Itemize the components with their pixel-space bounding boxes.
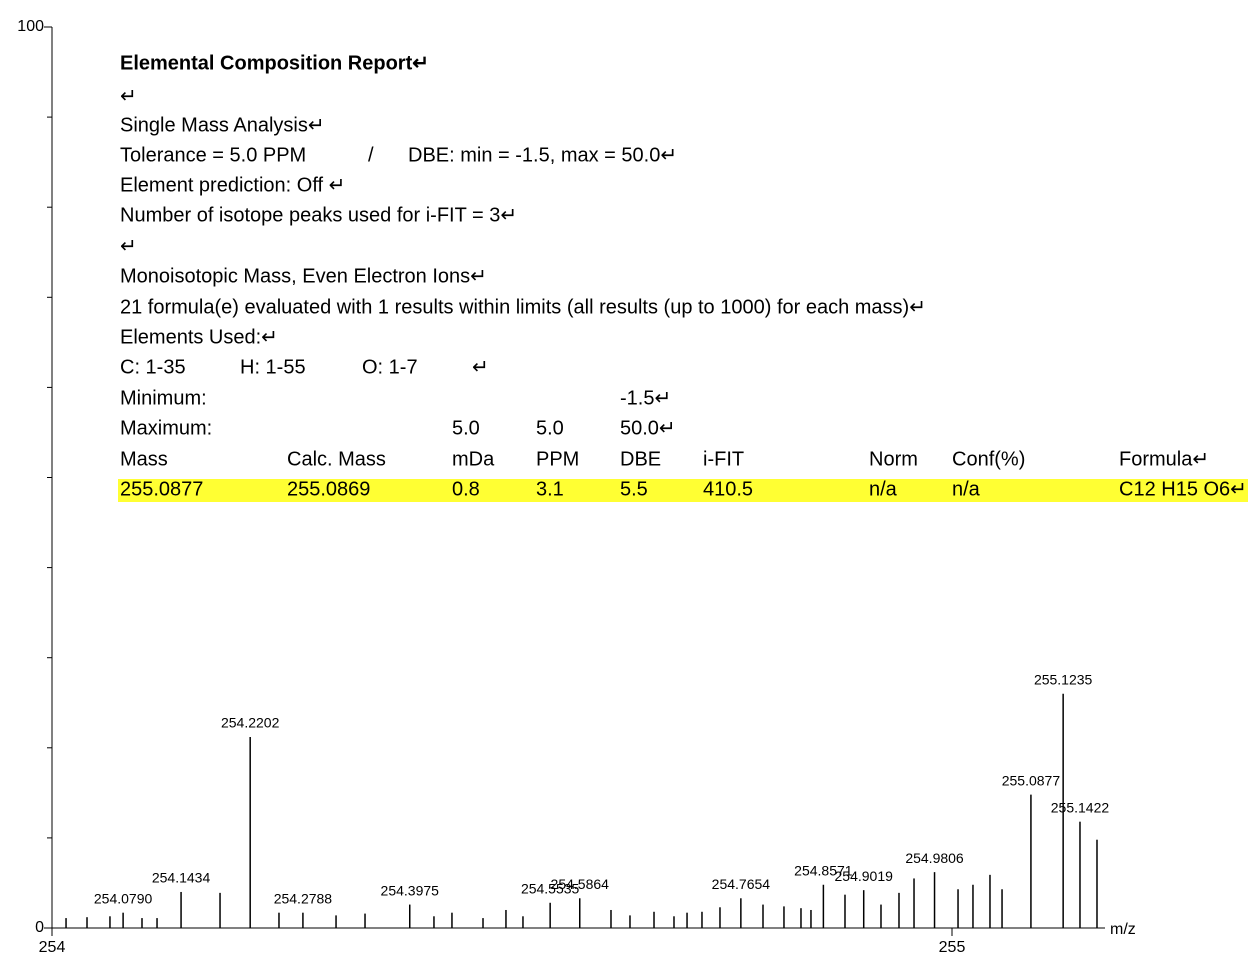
peak-label: 255.1235 bbox=[1034, 671, 1093, 687]
report-line: / bbox=[368, 144, 374, 166]
table-cell: n/a bbox=[869, 478, 898, 500]
report-line: ↵ bbox=[472, 356, 489, 378]
report-line: DBE: min = -1.5, max = 50.0↵ bbox=[408, 144, 677, 166]
table-cell: Minimum: bbox=[120, 387, 207, 409]
table-cell: 255.0877 bbox=[120, 478, 203, 500]
table-cell: Maximum: bbox=[120, 417, 212, 439]
x-tick-label: 255 bbox=[939, 939, 966, 956]
peak-label: 254.9019 bbox=[835, 868, 894, 884]
report-line: ↵ bbox=[120, 235, 137, 257]
table-cell: 0.8 bbox=[452, 478, 480, 500]
peak-label: 254.9806 bbox=[905, 850, 964, 866]
table-cell: 410.5 bbox=[703, 478, 753, 500]
y-tick-label: 100 bbox=[17, 18, 44, 35]
report-line: Single Mass Analysis↵ bbox=[120, 114, 325, 136]
table-cell: Norm bbox=[869, 448, 918, 470]
report-line: Element prediction: Off ↵ bbox=[120, 174, 345, 196]
table-cell: Conf(%) bbox=[952, 448, 1025, 470]
highlight-row bbox=[118, 479, 1248, 502]
peak-label: 255.0877 bbox=[1002, 772, 1061, 788]
report-line: Elements Used:↵ bbox=[120, 326, 278, 348]
y-tick-label: 0 bbox=[35, 919, 44, 936]
peak-label: 254.5864 bbox=[551, 876, 610, 892]
table-cell: 5.5 bbox=[620, 478, 648, 500]
table-cell: Formula↵ bbox=[1119, 448, 1209, 470]
table-cell: 5.0 bbox=[536, 417, 564, 439]
peak-label: 254.2202 bbox=[221, 715, 280, 731]
peak-label: 254.7654 bbox=[712, 876, 771, 892]
peak-label: 254.3975 bbox=[381, 882, 440, 898]
report-line: 21 formula(e) evaluated with 1 results w… bbox=[120, 296, 926, 318]
report-line: Number of isotope peaks used for i-FIT =… bbox=[120, 204, 517, 226]
table-cell: -1.5↵ bbox=[620, 387, 671, 409]
report-line: Monoisotopic Mass, Even Electron Ions↵ bbox=[120, 265, 487, 287]
table-cell: Mass bbox=[120, 448, 168, 470]
x-tick-label: 254 bbox=[39, 939, 66, 956]
table-cell: 3.1 bbox=[536, 478, 564, 500]
report-line: C: 1-35 bbox=[120, 356, 186, 378]
peak-label: 255.1422 bbox=[1051, 799, 1110, 815]
report-line: Tolerance = 5.0 PPM bbox=[120, 144, 306, 166]
x-axis-label: m/z bbox=[1110, 921, 1136, 938]
table-cell: 255.0869 bbox=[287, 478, 370, 500]
table-cell: Calc. Mass bbox=[287, 448, 386, 470]
table-cell: 50.0↵ bbox=[620, 417, 676, 439]
peak-label: 254.8571 bbox=[794, 862, 853, 878]
table-cell: mDa bbox=[452, 448, 495, 470]
report-title: Elemental Composition Report↵ bbox=[120, 52, 429, 74]
peak-label: 254.5535 bbox=[521, 880, 580, 896]
table-cell: PPM bbox=[536, 448, 579, 470]
table-cell: 5.0 bbox=[452, 417, 480, 439]
table-cell: C12 H15 O6↵ bbox=[1119, 478, 1247, 500]
report-line: H: 1-55 bbox=[240, 356, 306, 378]
report-line: ↵ bbox=[120, 85, 137, 107]
table-cell: DBE bbox=[620, 448, 661, 470]
peak-label: 254.1434 bbox=[152, 870, 211, 886]
report-line: O: 1-7 bbox=[362, 356, 418, 378]
peak-label: 254.2788 bbox=[274, 890, 333, 906]
table-cell: n/a bbox=[952, 478, 981, 500]
peak-label: 254.0790 bbox=[94, 890, 153, 906]
table-cell: i-FIT bbox=[703, 448, 744, 470]
